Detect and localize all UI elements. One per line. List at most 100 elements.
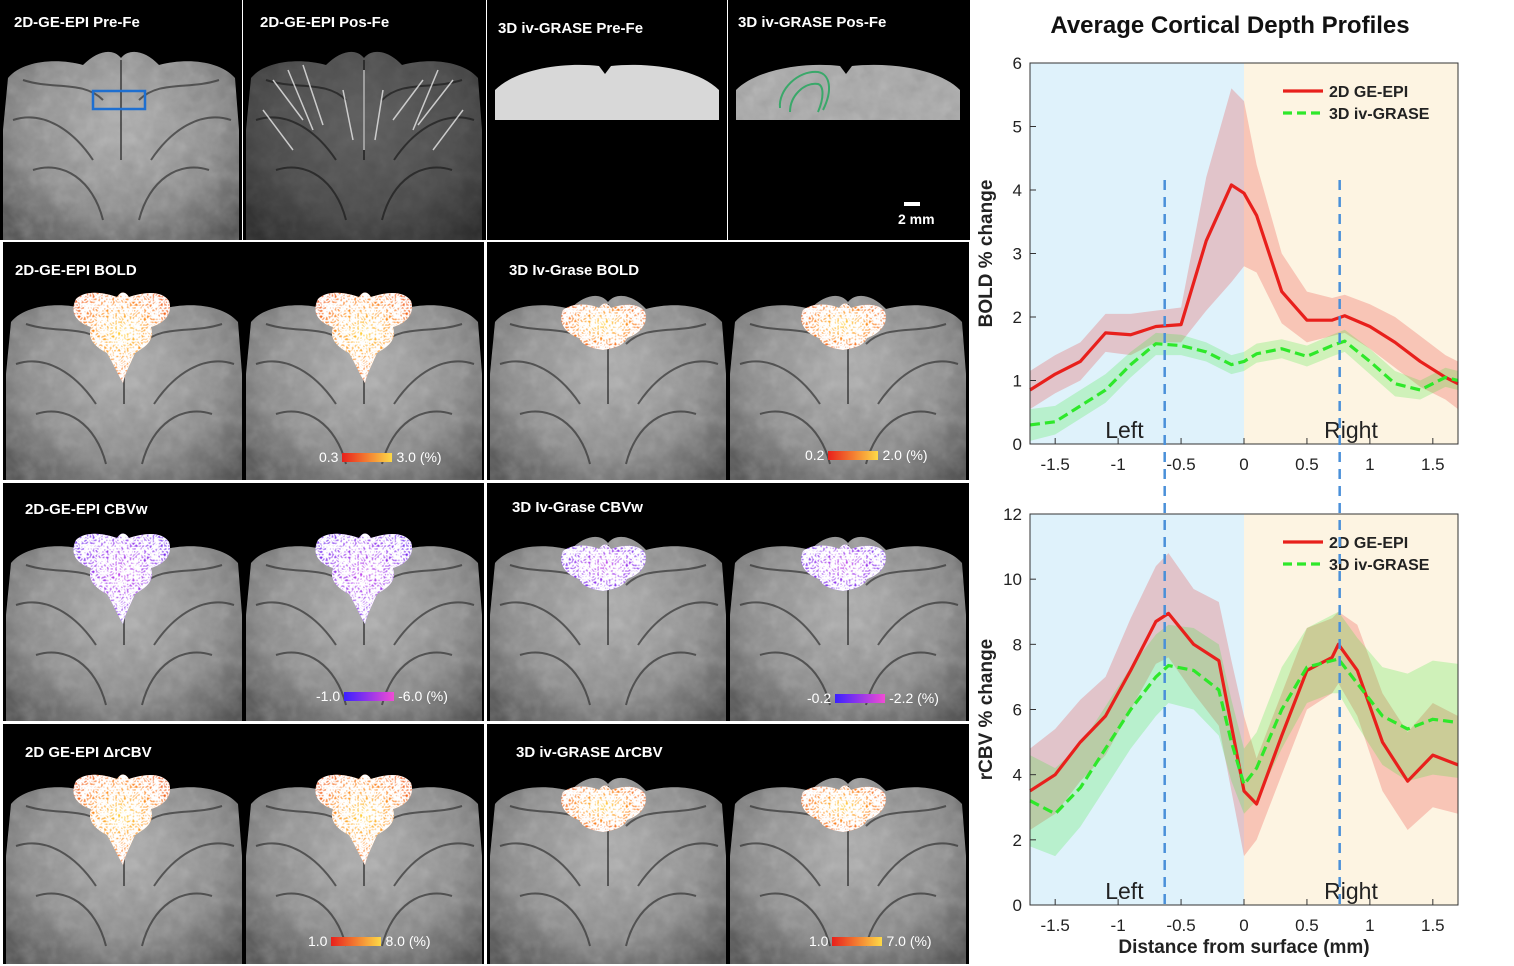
y-tick-label: 3 xyxy=(1013,245,1022,264)
colorbar-gradient xyxy=(828,450,879,460)
brain-image xyxy=(495,64,719,120)
y-tick-label: 2 xyxy=(1013,308,1022,327)
colorbar-min: -1.0 xyxy=(316,688,341,704)
colorbar-max: 8.0 (%) xyxy=(385,933,431,949)
legend-label: 3D iv-GRASE xyxy=(1329,557,1430,574)
panel-grase-cbvw: 3D Iv-Grase CBVw -0.2 -2.2 (%) xyxy=(487,483,969,721)
panel-epi-cbvw: 2D-GE-EPI CBVw -1.0 -6.0 (%) xyxy=(3,483,484,721)
panel-epi-pos-fe: 2D-GE-EPI Pos-Fe xyxy=(243,0,486,240)
x-tick-label: -0.5 xyxy=(1166,916,1195,935)
x-tick-label: 1 xyxy=(1365,916,1374,935)
panel-epi-pre-fe: 2D-GE-EPI Pre-Fe xyxy=(0,0,242,240)
scale-bar-label: 2 mm xyxy=(898,211,935,227)
brain-image xyxy=(487,483,969,721)
colorbar-gradient xyxy=(832,936,883,946)
series-line xyxy=(1029,183,1459,392)
brain-image xyxy=(3,483,484,721)
y-tick-label: 10 xyxy=(1003,570,1022,589)
colorbar-max: 7.0 (%) xyxy=(886,933,932,949)
region-label-right: Right xyxy=(1324,417,1378,443)
x-tick-label: 1 xyxy=(1365,455,1374,474)
y-tick-label: 8 xyxy=(1013,635,1022,654)
plot-0: -1.5 -1 -0.5 0 0.5 1 1.5 0 1 2 3 4 5 6 BOLD % change Le… xyxy=(976,54,1459,474)
brain-image xyxy=(0,0,242,240)
panel-grase-pre-fe: 3D iv-GRASE Pre-Fe xyxy=(487,0,727,240)
colorbar: -0.2 -2.2 (%) xyxy=(807,690,939,706)
colorbar-max: -2.2 (%) xyxy=(889,690,939,706)
colorbar-max: 3.0 (%) xyxy=(396,449,442,465)
colorbar: 0.3 3.0 (%) xyxy=(319,449,442,465)
brain-image xyxy=(243,0,486,240)
panel-label: 2D-GE-EPI CBVw xyxy=(25,501,148,518)
colorbar: 1.0 8.0 (%) xyxy=(308,933,431,949)
colorbar-max: -6.0 (%) xyxy=(398,688,448,704)
y-tick-label: 2 xyxy=(1013,831,1022,850)
y-tick-label: 6 xyxy=(1013,701,1022,720)
panel-epi-bold: 2D-GE-EPI BOLD 0.3 3.0 (%) xyxy=(3,242,484,480)
panel-grase-bold: 3D Iv-Grase BOLD 0.2 2.0 (%) xyxy=(487,242,969,480)
colorbar: 0.2 2.0 (%) xyxy=(805,447,928,463)
colorbar-gradient xyxy=(331,936,382,946)
plot-1: -1.5 -1 -0.5 0 0.5 1 1.5 0 2 4 6 8 10 12 rCBV % change… xyxy=(976,505,1459,958)
x-tick-label: -1 xyxy=(1111,916,1126,935)
x-tick-label: 0 xyxy=(1239,916,1248,935)
region-label-left: Left xyxy=(1105,878,1144,904)
confidence-band xyxy=(1030,553,1458,857)
left-region xyxy=(1030,514,1244,905)
y-tick-label: 12 xyxy=(1003,505,1022,524)
x-tick-label: 0.5 xyxy=(1295,455,1319,474)
confidence-band xyxy=(1030,329,1458,441)
series-line xyxy=(1029,611,1459,806)
colorbar: -1.0 -6.0 (%) xyxy=(316,688,448,704)
legend-label: 2D GE-EPI xyxy=(1329,535,1408,552)
colorbar-min: 0.2 xyxy=(805,447,825,463)
x-tick-label: -1.5 xyxy=(1041,455,1070,474)
x-tick-label: -0.5 xyxy=(1166,455,1195,474)
y-axis-label: rCBV % change xyxy=(976,639,997,780)
panel-label: 2D GE-EPI ΔrCBV xyxy=(25,744,152,761)
colorbar-max: 2.0 (%) xyxy=(882,447,928,463)
y-axis-label: BOLD % change xyxy=(976,180,997,328)
y-tick-label: 0 xyxy=(1013,896,1022,915)
panel-label: 3D Iv-Grase BOLD xyxy=(509,262,640,279)
x-tick-label: 0 xyxy=(1239,455,1248,474)
y-tick-label: 4 xyxy=(1013,766,1022,785)
panel-label: 3D iv-GRASE Pos-Fe xyxy=(738,14,887,31)
panel-label: 3D Iv-Grase CBVw xyxy=(512,499,643,516)
y-tick-label: 1 xyxy=(1013,372,1022,391)
y-tick-label: 0 xyxy=(1013,435,1022,454)
left-region xyxy=(1030,63,1244,444)
panel-grase-rcbv: 3D iv-GRASE ΔrCBV 1.0 7.0 (%) xyxy=(487,724,969,964)
colorbar-min: 0.3 xyxy=(319,449,339,465)
x-tick-label: -1 xyxy=(1111,455,1126,474)
chart-title: Average Cortical Depth Profiles xyxy=(1050,12,1410,39)
panel-grase-pos-fe: 3D iv-GRASE Pos-Fe 2 mm xyxy=(728,0,970,240)
brain-image xyxy=(736,64,960,206)
y-tick-label: 6 xyxy=(1013,54,1022,73)
panel-label: 3D iv-GRASE Pre-Fe xyxy=(498,20,644,37)
right-region xyxy=(1244,514,1458,905)
colorbar-gradient xyxy=(344,691,395,701)
colorbar: 1.0 7.0 (%) xyxy=(809,933,932,949)
panel-epi-rcbv: 2D GE-EPI ΔrCBV 1.0 8.0 (%) xyxy=(3,724,484,964)
x-tick-label: 1.5 xyxy=(1421,916,1445,935)
panel-label: 3D iv-GRASE ΔrCBV xyxy=(516,744,663,761)
y-tick-label: 4 xyxy=(1013,181,1022,200)
right-region xyxy=(1244,63,1458,444)
legend-label: 2D GE-EPI xyxy=(1329,84,1408,101)
x-axis-label: Distance from surface (mm) xyxy=(1118,937,1369,958)
colorbar-min: 1.0 xyxy=(809,933,829,949)
y-tick-label: 5 xyxy=(1013,118,1022,137)
series-line xyxy=(1029,657,1459,816)
panel-label: 2D-GE-EPI BOLD xyxy=(15,262,137,279)
panel-label: 2D-GE-EPI Pos-Fe xyxy=(260,14,390,31)
x-tick-label: -1.5 xyxy=(1041,916,1070,935)
confidence-band xyxy=(1030,88,1458,410)
colorbar-min: -0.2 xyxy=(807,690,832,706)
legend-label: 3D iv-GRASE xyxy=(1329,106,1430,123)
region-label-left: Left xyxy=(1105,417,1144,443)
region-label-right: Right xyxy=(1324,878,1378,904)
x-tick-label: 1.5 xyxy=(1421,455,1445,474)
x-tick-label: 0.5 xyxy=(1295,916,1319,935)
